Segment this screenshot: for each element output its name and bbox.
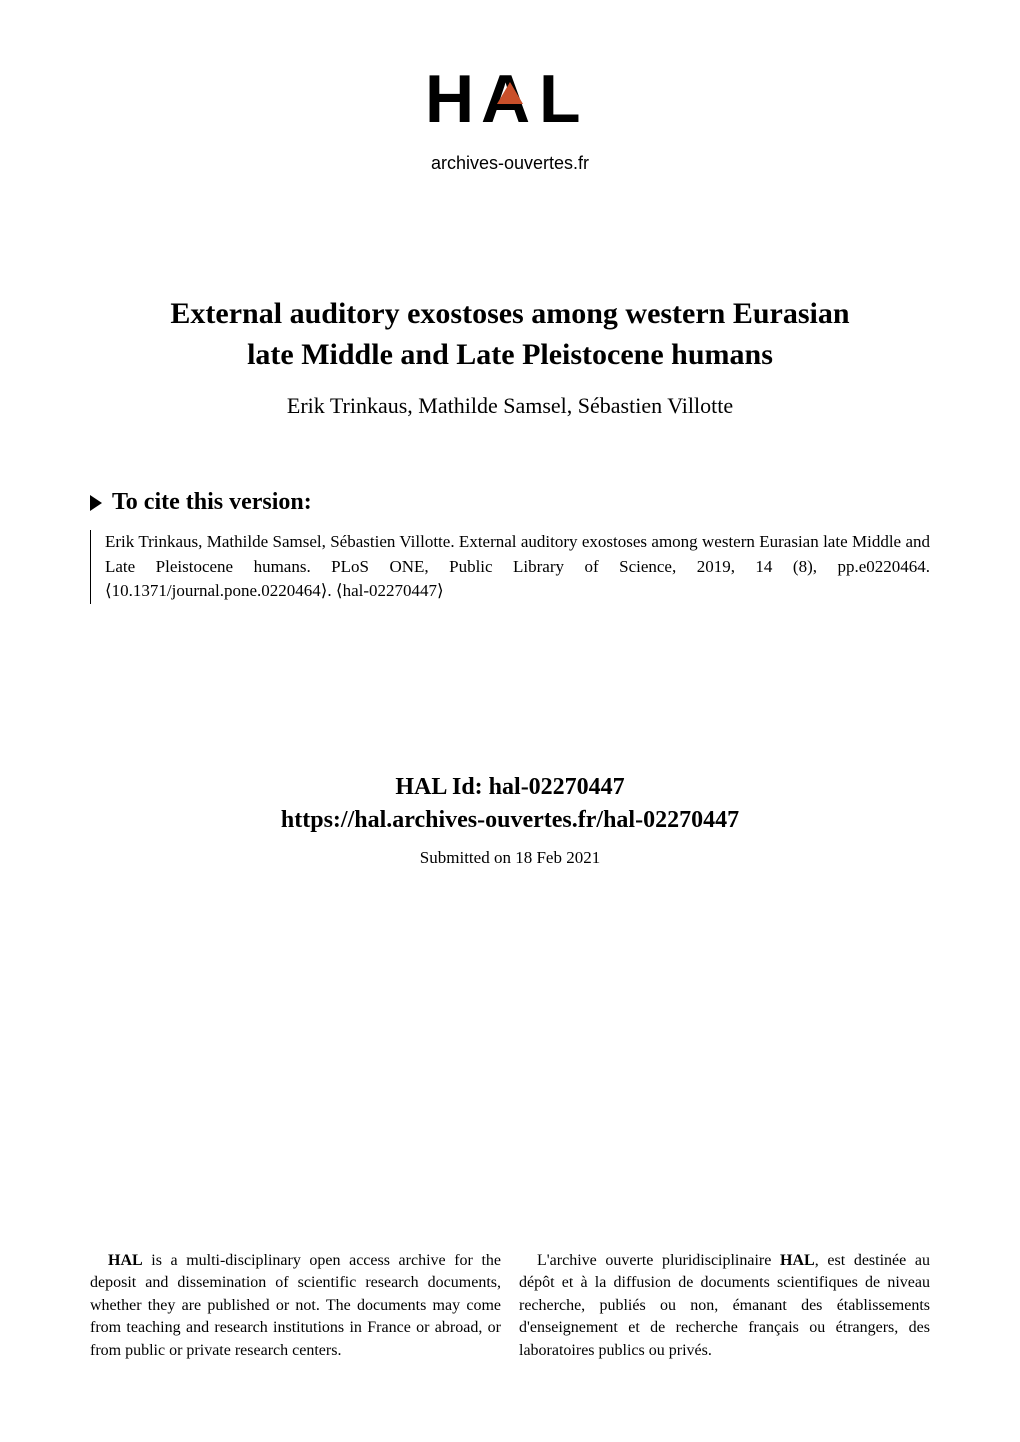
desc-right-bold: HAL (780, 1252, 815, 1269)
description-left: HAL is a multi-disciplinary open access … (90, 1250, 501, 1362)
cite-section: To cite this version: Erik Trinkaus, Mat… (90, 489, 930, 604)
hal-url: https://hal.archives-ouvertes.fr/hal-022… (90, 807, 930, 834)
svg-text:H: H (425, 61, 472, 137)
hal-id-block: HAL Id: hal-02270447 https://hal.archive… (90, 774, 930, 868)
desc-right-pre: L'archive ouverte pluridisciplinaire (537, 1252, 780, 1269)
hal-id-line: HAL Id: hal-02270447 (90, 774, 930, 801)
submitted-date: Submitted on 18 Feb 2021 (90, 848, 930, 868)
hal-logo-svg: H A L (425, 60, 595, 138)
title-line-1: External auditory exostoses among wester… (170, 297, 849, 330)
logo-mark: H A L (425, 60, 595, 149)
description-right: L'archive ouverte pluridisciplinaire HAL… (519, 1250, 930, 1362)
paper-authors: Erik Trinkaus, Mathilde Samsel, Sébastie… (90, 393, 930, 419)
cite-header: To cite this version: (90, 489, 930, 516)
hal-logo: H A L archives-ouvertes.fr (425, 60, 595, 174)
logo-area: H A L archives-ouvertes.fr (90, 60, 930, 174)
title-block: External auditory exostoses among wester… (90, 294, 930, 419)
svg-text:L: L (539, 61, 579, 137)
logo-tagline: archives-ouvertes.fr (431, 153, 589, 174)
cite-label: To cite this version: (112, 489, 312, 516)
page-container: H A L archives-ouvertes.fr External audi… (0, 0, 1020, 1442)
title-line-2: late Middle and Late Pleistocene humans (247, 338, 773, 371)
desc-left-bold: HAL (108, 1252, 143, 1269)
paper-title: External auditory exostoses among wester… (90, 294, 930, 375)
description-columns: HAL is a multi-disciplinary open access … (90, 1250, 930, 1362)
triangle-right-icon (90, 495, 102, 511)
cite-body: Erik Trinkaus, Mathilde Samsel, Sébastie… (90, 530, 930, 604)
desc-left-rest: is a multi-disciplinary open access arch… (90, 1252, 501, 1359)
